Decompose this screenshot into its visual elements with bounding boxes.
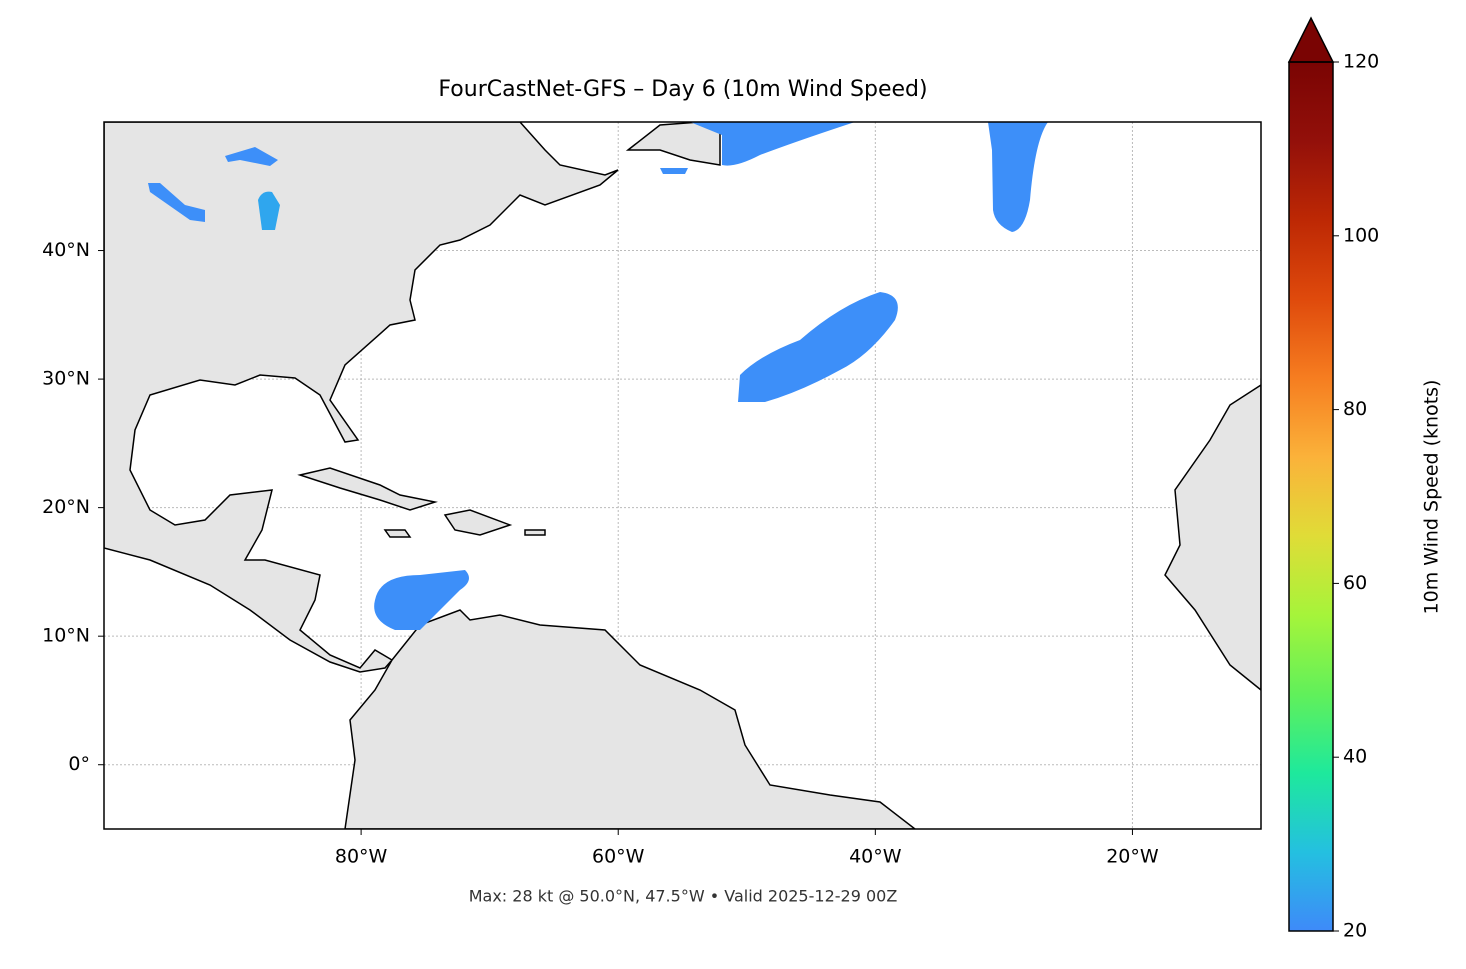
colorbar-tick-label: 60: [1343, 572, 1367, 594]
wind-area: [738, 292, 898, 402]
africa: [1164, 384, 1261, 691]
north-america: [104, 122, 619, 673]
colorbar-tick-label: 80: [1343, 398, 1367, 420]
x-tick-label: 20°W: [1106, 846, 1159, 868]
wind-area: [988, 122, 1048, 232]
colorbar-label: 10m Wind Speed (knots): [1421, 380, 1443, 615]
wind-area: [225, 147, 278, 166]
x-tick-label: 40°W: [849, 846, 902, 868]
wind-area: [660, 168, 688, 174]
y-tick-label: 30°N: [42, 368, 90, 390]
puerto-rico: [524, 529, 546, 536]
wind-area: [258, 191, 280, 230]
colorbar-frame: [1288, 61, 1334, 932]
x-tick-label: 60°W: [592, 846, 645, 868]
map-frame: [103, 121, 1262, 830]
newfoundland: [625, 122, 721, 166]
y-tick-label: 0°: [68, 753, 90, 775]
colorbar: [1289, 62, 1333, 931]
footer-note: Max: 28 kt @ 50.0°N, 47.5°W • Valid 2025…: [469, 887, 898, 906]
hispaniola: [443, 509, 513, 536]
x-tick-label: 80°W: [335, 846, 388, 868]
wind-area: [690, 122, 855, 166]
wind-area: [148, 183, 205, 222]
y-tick-label: 40°N: [42, 239, 90, 261]
colorbar-tick-label: 120: [1343, 51, 1379, 73]
colorbar-tick-label: 40: [1343, 746, 1367, 768]
y-tick-label: 10°N: [42, 625, 90, 647]
y-tick-label: 20°N: [42, 496, 90, 518]
south-america: [344, 609, 917, 829]
colorbar-tick-label: 20: [1343, 920, 1367, 942]
colorbar-tick-label: 100: [1343, 224, 1379, 246]
map-area: [104, 122, 1261, 829]
map-title: FourCastNet-GFS – Day 6 (10m Wind Speed): [438, 77, 927, 102]
jamaica: [383, 529, 412, 538]
wind-area: [374, 570, 469, 630]
colorbar-extension: [1287, 16, 1335, 63]
cuba: [297, 467, 438, 511]
